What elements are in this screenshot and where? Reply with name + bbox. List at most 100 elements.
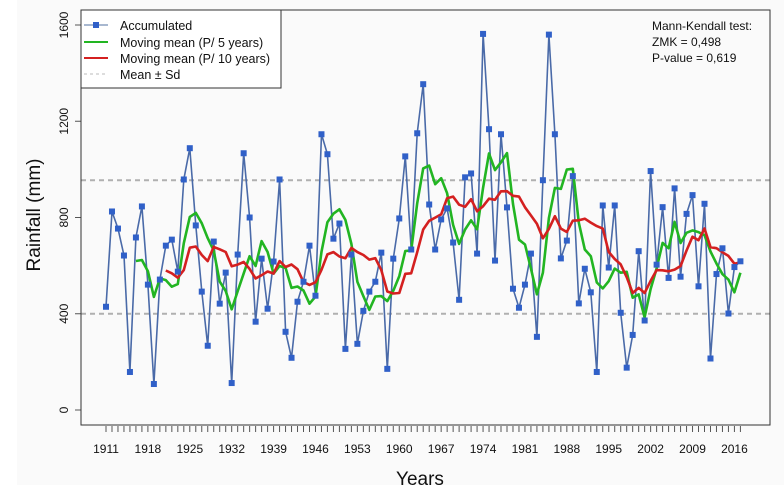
accumulated-point: [222, 269, 229, 276]
accumulated-point: [252, 318, 259, 325]
accumulated-point: [300, 278, 307, 285]
x-tick-label: 1932: [218, 442, 245, 456]
accumulated-point: [605, 264, 612, 271]
x-tick-label: 1981: [512, 442, 539, 456]
accumulated-point: [402, 153, 409, 160]
plot-frame: [80, 9, 771, 426]
accumulated-point: [390, 255, 397, 262]
accumulated-point: [138, 203, 145, 210]
accumulated-point: [144, 281, 151, 288]
accumulated-point: [563, 237, 570, 244]
accumulated-point: [503, 204, 510, 211]
accumulated-point: [665, 274, 672, 281]
accumulated-point: [174, 268, 181, 275]
accumulated-point: [492, 257, 499, 264]
accumulated-point: [635, 248, 642, 255]
accumulated-point: [486, 126, 493, 133]
accumulated-point: [240, 150, 247, 157]
moving-mean-10-line: [165, 189, 741, 295]
accumulated-point: [378, 249, 385, 256]
x-tick-label: 1939: [260, 442, 287, 456]
y-axis-label: Rainfall (mm): [24, 159, 45, 272]
accumulated-point: [288, 354, 295, 361]
accumulated-point: [228, 380, 235, 387]
accumulated-point: [426, 201, 433, 208]
y-tick-label: 0: [57, 406, 71, 413]
accumulated-point: [653, 261, 660, 268]
accumulated-point: [312, 292, 319, 299]
moving-mean-5-line: [135, 151, 742, 319]
accumulated-point: [120, 252, 127, 259]
mann-kendall-annotation: Mann-Kendall test: ZMK = 0,498 P-value =…: [652, 19, 752, 65]
legend-box: [80, 9, 282, 89]
y-tick-label: 800: [57, 207, 71, 227]
accumulated-point: [731, 264, 738, 271]
accumulated-point: [192, 222, 199, 229]
accumulated-point: [557, 255, 564, 262]
accumulated-point: [575, 300, 582, 307]
accumulated-point: [689, 192, 696, 199]
accumulated-point: [150, 381, 157, 388]
accumulated-point: [719, 245, 726, 252]
accumulated-point: [432, 246, 439, 253]
accumulated-point: [545, 31, 552, 38]
accumulated-point: [737, 258, 744, 265]
accumulated-point: [168, 236, 175, 243]
x-tick-label: 1953: [344, 442, 371, 456]
accumulated-point: [611, 202, 618, 209]
accumulated-point: [671, 185, 678, 192]
accumulated-point: [204, 342, 211, 349]
accumulated-point: [186, 145, 193, 152]
accumulated-point: [521, 281, 528, 288]
x-tick-label: 1988: [553, 442, 580, 456]
x-tick-label: 1974: [470, 442, 497, 456]
x-tick-label: 2009: [679, 442, 706, 456]
accumulated-point: [695, 283, 702, 290]
accumulated-point: [480, 30, 487, 37]
legend-ma5-label: Moving mean (P/ 5 years): [120, 36, 263, 50]
accumulated-point: [180, 176, 187, 183]
legend: Accumulated Moving mean (P/ 5 years) Mov…: [80, 9, 282, 89]
accumulated-point: [474, 250, 481, 257]
accumulated-point: [509, 285, 516, 292]
x-tick-label: 2016: [721, 442, 748, 456]
accumulated-point: [456, 296, 463, 303]
accumulated-point: [126, 368, 133, 375]
accumulated-point: [282, 328, 289, 335]
accumulated-point: [396, 215, 403, 222]
x-axis-label: Years: [396, 469, 444, 490]
accumulated-point: [450, 239, 457, 246]
accumulated-point: [354, 340, 361, 347]
accumulated-point: [162, 242, 169, 249]
legend-accumulated-marker: [93, 22, 99, 28]
accumulated-point: [527, 250, 534, 257]
legend-meansd-label: Mean ± Sd: [120, 68, 180, 82]
annotation-pvalue: P-value = 0,619: [652, 51, 737, 65]
annotation-zmk: ZMK = 0,498: [652, 35, 721, 49]
accumulated-point: [258, 255, 265, 262]
accumulated-point: [569, 173, 576, 180]
accumulated-point: [659, 204, 666, 211]
accumulated-point: [132, 234, 139, 241]
x-tick-label: 1946: [302, 442, 329, 456]
accumulated-point: [372, 278, 379, 285]
accumulated-point: [725, 310, 732, 317]
accumulated-point: [438, 216, 445, 223]
accumulated-point: [593, 368, 600, 375]
accumulated-point: [156, 276, 163, 283]
x-tick-label: 1995: [595, 442, 622, 456]
accumulated-point: [306, 242, 313, 249]
accumulated-point: [324, 151, 331, 158]
x-tick-label: 1960: [386, 442, 413, 456]
accumulated-point: [114, 225, 121, 232]
accumulated-point: [342, 345, 349, 352]
accumulated-point: [498, 131, 505, 138]
y-tick-label: 1600: [57, 11, 71, 38]
accumulated-point: [336, 220, 343, 227]
x-tick-label: 1918: [135, 442, 162, 456]
accumulated-point: [629, 331, 636, 338]
x-tick-label: 1967: [428, 442, 455, 456]
accumulated-point: [683, 210, 690, 217]
accumulated-point: [246, 214, 253, 221]
x-tick-label: 1925: [176, 442, 203, 456]
